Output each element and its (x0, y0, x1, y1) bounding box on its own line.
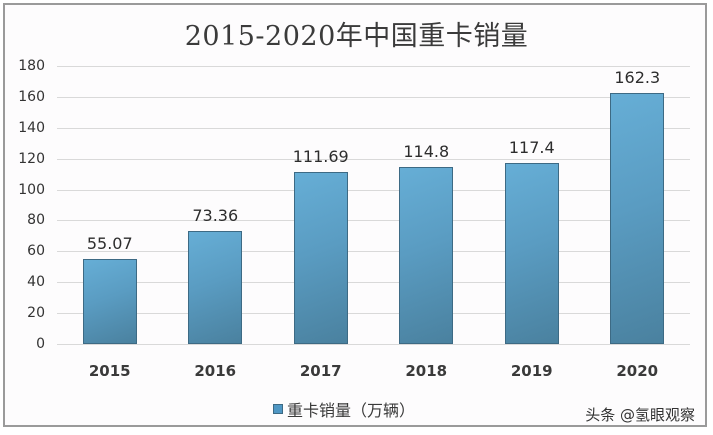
y-tick-label: 140 (18, 119, 45, 136)
value-label: 55.07 (86, 233, 133, 253)
y-tick-label: 40 (27, 274, 45, 291)
gridline (57, 220, 690, 222)
gridline (57, 189, 690, 191)
y-tick-label: 20 (27, 305, 45, 322)
bar-2016 (188, 230, 243, 344)
watermark: 头条 @氢眼观察 (585, 406, 695, 424)
value-label: 117.4 (508, 137, 555, 157)
gridline (57, 313, 690, 315)
x-tick-label: 2018 (405, 362, 448, 380)
x-tick-label: 2020 (616, 362, 659, 380)
y-tick-label: 100 (18, 181, 45, 198)
y-tick-label: 60 (27, 243, 45, 260)
value-label: 73.36 (192, 205, 239, 225)
gridline (57, 251, 690, 253)
legend-label: 重卡销量（万辆） (287, 401, 416, 420)
gridline (57, 158, 690, 160)
x-tick-label: 2019 (510, 362, 553, 380)
bar-2019 (504, 162, 559, 344)
x-tick-label: 2016 (194, 362, 237, 380)
y-tick-label: 80 (27, 212, 45, 229)
value-label: 162.3 (614, 68, 661, 88)
y-tick-label: 180 (18, 58, 45, 74)
bar-2017 (293, 171, 348, 344)
gridline (57, 96, 690, 98)
chart-frame (3, 3, 707, 427)
plot-area: 0 20 40 60 80 100 120 140 160 180 55.07 73.36 111.69… (18, 58, 690, 352)
x-tick-label: 2015 (88, 362, 131, 380)
y-tick-label: 120 (18, 150, 45, 167)
x-tick-label: 2017 (299, 362, 342, 380)
gridline (57, 66, 690, 67)
legend: 重卡销量（万辆） (273, 397, 415, 421)
gridline (57, 127, 690, 129)
legend-swatch-icon (273, 404, 283, 414)
bar-2020 (610, 93, 665, 344)
value-label: 114.8 (403, 141, 450, 161)
gridline (57, 282, 690, 284)
gridline (57, 344, 690, 345)
y-tick-label: 0 (36, 336, 45, 352)
y-tick-label: 160 (18, 88, 45, 105)
value-label: 111.69 (292, 146, 349, 166)
bar-2018 (399, 166, 454, 344)
bar-2015 (82, 258, 137, 344)
chart-title: 2015-2020年中国重卡销量 (184, 21, 529, 52)
